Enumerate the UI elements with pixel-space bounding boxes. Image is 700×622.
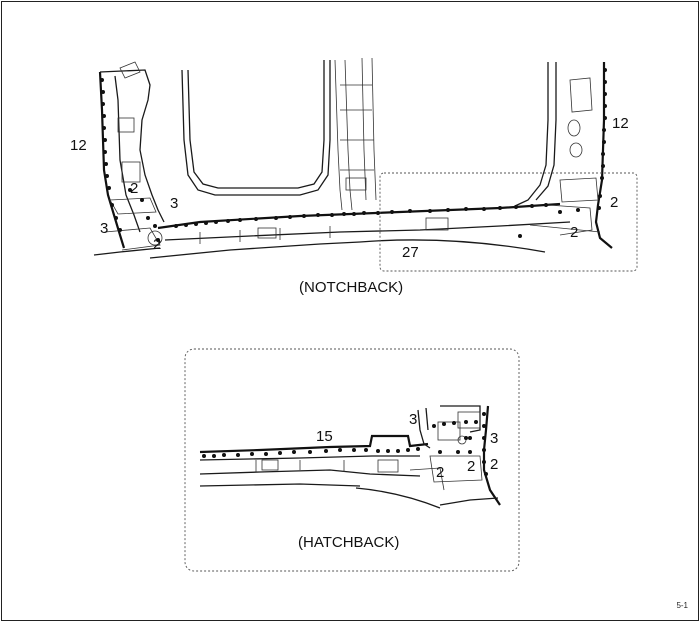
notchback-label-2-b: 2 — [153, 236, 162, 253]
notchback-weld-dots — [100, 68, 607, 242]
hatchback-label-2-c: 2 — [490, 456, 499, 473]
notchback-detail-box — [379, 172, 638, 272]
notchback-label-2-c: 2 — [610, 194, 619, 211]
notchback-label-27: 27 — [402, 244, 419, 261]
hatchback-illustration — [199, 405, 501, 509]
notchback-label-2-d: 2 — [570, 224, 579, 241]
hatchback-label-3-b: 3 — [490, 430, 499, 447]
hatchback-label-15: 15 — [316, 428, 333, 445]
notchback-label-2-a: 2 — [130, 180, 139, 197]
page-number: 5-1 — [676, 601, 688, 610]
hatchback-label-3-a: 3 — [409, 411, 418, 428]
notchback-illustration — [93, 57, 638, 272]
hatchback-label-2-b: 2 — [467, 458, 476, 475]
notchback-label-12-left: 12 — [70, 137, 87, 154]
hatchback-label-2-a: 2 — [436, 464, 445, 481]
hatchback-weld-dots — [202, 412, 488, 476]
notchback-caption: (NOTCHBACK) — [299, 279, 404, 296]
notchback-label-3-b: 3 — [100, 220, 109, 237]
hatchback-detail-box — [184, 348, 520, 572]
hatchback-caption: (HATCHBACK) — [298, 534, 400, 551]
notchback-label-12-right: 12 — [612, 115, 629, 132]
notchback-label-3-a: 3 — [170, 195, 179, 212]
